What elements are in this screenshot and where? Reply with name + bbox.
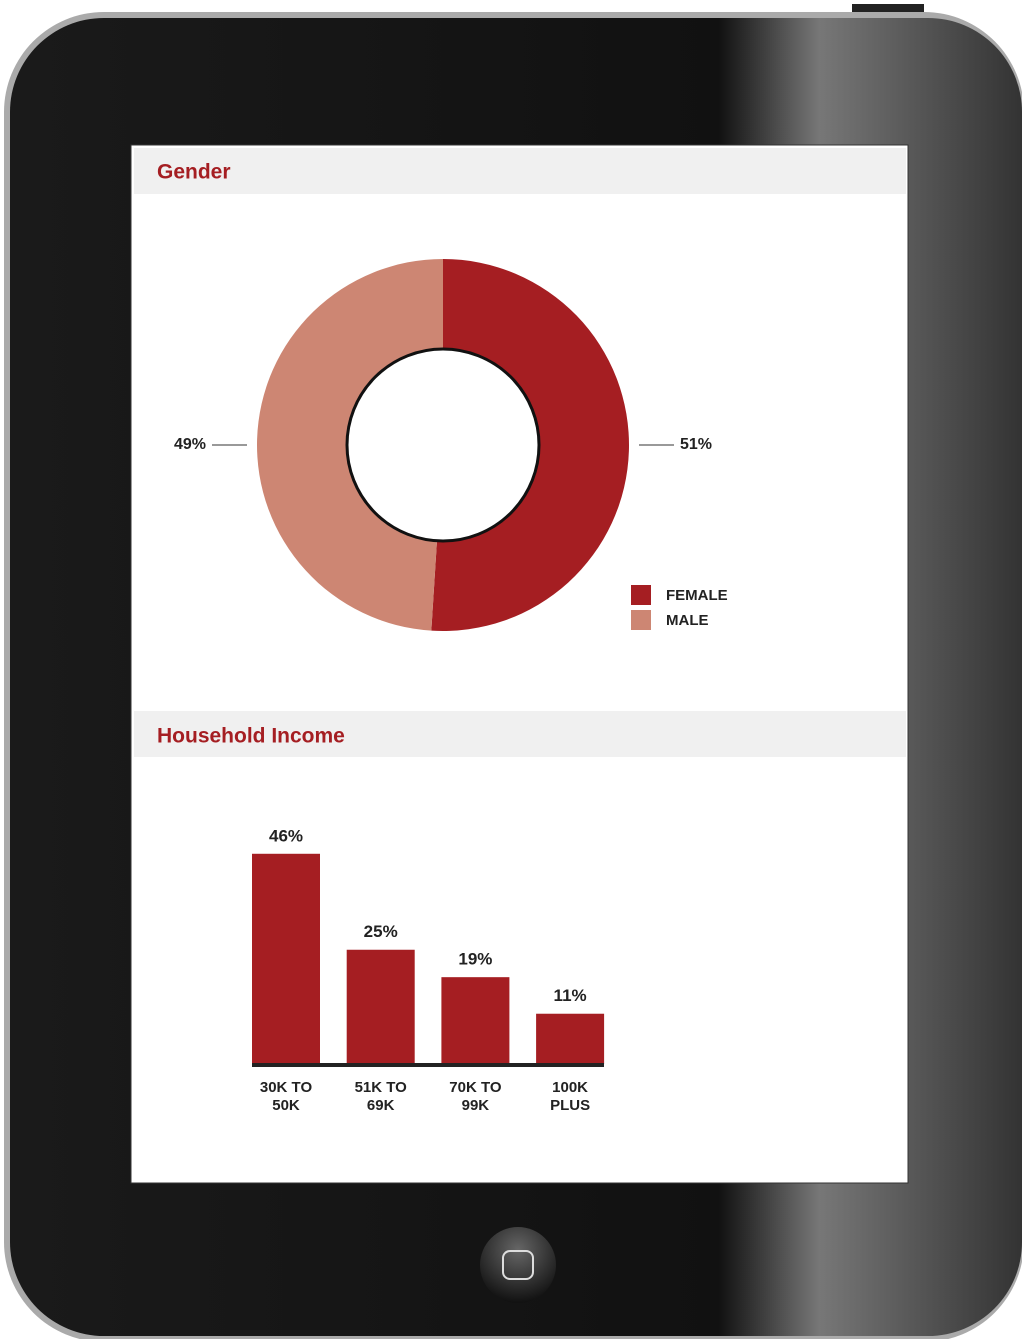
bar — [441, 977, 510, 1064]
x-tick-label: 30K TO 50K — [259, 1079, 313, 1114]
donut-hole — [345, 347, 541, 543]
legend-swatch — [631, 585, 651, 605]
bar — [252, 853, 320, 1064]
home-button[interactable] — [480, 1227, 556, 1303]
value-label: 25% — [364, 922, 398, 941]
value-label: 46% — [269, 826, 303, 845]
x-tick-label: 51K TO 69K — [354, 1079, 407, 1114]
legend-label: FEMALE — [666, 587, 728, 604]
legend-label: MALE — [666, 612, 709, 629]
pie-slice — [431, 259, 629, 631]
bar — [346, 949, 415, 1064]
home-icon — [502, 1250, 534, 1280]
section-title: Household Income — [157, 725, 345, 748]
value-label: 51% — [680, 436, 712, 453]
section-title: Gender — [157, 161, 231, 184]
x-tick-label: 100K PLUS — [550, 1079, 591, 1114]
pie-slice — [256, 259, 443, 631]
bar — [536, 1013, 605, 1064]
section-header — [134, 711, 906, 757]
value-label: 11% — [554, 986, 587, 1005]
value-label: 19% — [458, 950, 492, 969]
section-header — [134, 148, 906, 194]
value-label: 49% — [174, 436, 206, 453]
legend-swatch — [631, 610, 651, 630]
x-tick-label: 70K TO 99K — [449, 1079, 502, 1114]
